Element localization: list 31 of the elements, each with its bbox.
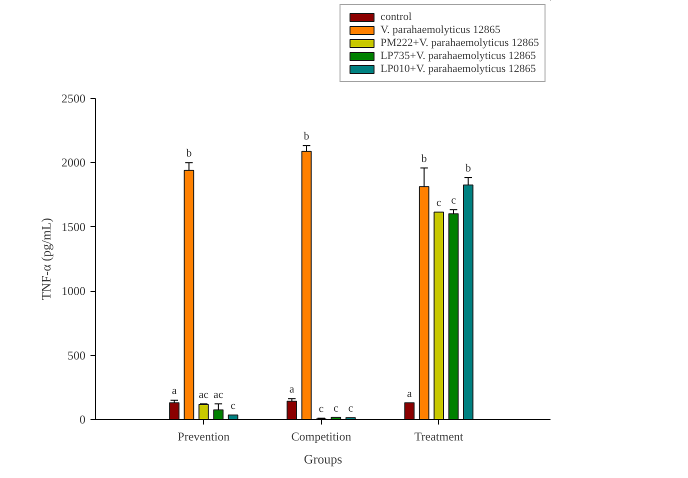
- x-axis-title: Groups: [304, 452, 342, 466]
- y-tick-label: 2500: [62, 92, 86, 106]
- data-label: b: [304, 130, 310, 143]
- y-tick-label: 2000: [62, 156, 86, 170]
- data-label: c: [230, 400, 236, 412]
- x-tick-label: Competition: [291, 430, 352, 444]
- y-tick-label: 500: [68, 348, 86, 362]
- data-label: a: [289, 384, 294, 396]
- y-axis-title: TNF-α (pg/mL): [38, 218, 54, 300]
- data-label: a: [172, 385, 177, 398]
- data-label: c: [348, 402, 354, 415]
- data-label: b: [465, 162, 472, 175]
- legend-label: V. parahaemolyticus 12865: [380, 24, 500, 36]
- legend-label: PM222+V. parahaemolyticus 12865: [380, 37, 539, 49]
- data-label: b: [421, 152, 428, 165]
- data-label: c: [333, 402, 338, 414]
- legend-label: LP735+V. parahaemolyticus 12865: [380, 50, 536, 62]
- y-tick-label: 1500: [62, 220, 86, 234]
- y-tick-label: 1000: [62, 284, 86, 298]
- legend-label: LP010+V. parahaemolyticus 12865: [380, 63, 536, 75]
- x-tick-label: Prevention: [178, 430, 230, 444]
- data-label: c: [451, 194, 456, 207]
- data-label: ac: [213, 388, 224, 401]
- legend-label: control: [380, 11, 412, 23]
- data-label: c: [436, 197, 442, 210]
- data-label: c: [318, 403, 324, 416]
- x-tick-label: Treatment: [414, 430, 464, 444]
- data-label: b: [186, 148, 192, 160]
- data-label: a: [406, 388, 412, 400]
- y-tick-label: 0: [80, 412, 86, 426]
- data-label: ac: [198, 388, 209, 401]
